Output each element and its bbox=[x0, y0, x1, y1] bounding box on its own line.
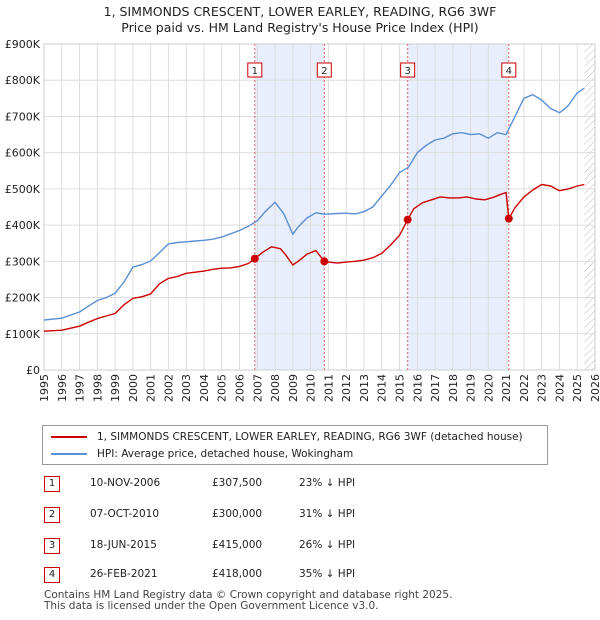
x-tick-label: 2011 bbox=[322, 374, 335, 402]
x-tick-label: 2018 bbox=[447, 374, 460, 402]
sale-point bbox=[504, 214, 513, 223]
x-tick-label: 2012 bbox=[340, 374, 353, 402]
x-tick-label: 1996 bbox=[56, 374, 69, 402]
x-tick-label: 1998 bbox=[91, 374, 104, 402]
x-tick-label: 2006 bbox=[234, 374, 247, 402]
transaction-number: 3 bbox=[44, 538, 60, 554]
footer: Contains HM Land Registry data © Crown c… bbox=[44, 590, 452, 612]
price-chart: 1 2 3 4 £0 £100K £200K £300K £400K £500K £600K £700… bbox=[5, 38, 600, 402]
x-tick-label: 2016 bbox=[411, 374, 424, 402]
transaction-date: 26-FEB-2021 bbox=[90, 568, 158, 580]
projection-hatch bbox=[584, 44, 595, 370]
y-tick-label: £100K bbox=[5, 328, 41, 341]
y-tick-label: £900K bbox=[5, 38, 41, 51]
x-tick-label: 2007 bbox=[251, 374, 264, 402]
x-tick-label: 2010 bbox=[305, 374, 318, 402]
sale-label-number: 2 bbox=[321, 66, 327, 77]
sale-label-number: 1 bbox=[252, 66, 258, 77]
transaction-hpi-diff: 23% ↓ HPI bbox=[299, 477, 356, 489]
legend-swatch-hpi bbox=[51, 453, 87, 455]
transaction-hpi-diff: 35% ↓ HPI bbox=[299, 568, 356, 580]
sale-label-number: 4 bbox=[506, 66, 512, 77]
sale-label-box bbox=[400, 62, 416, 78]
y-tick-label: £600K bbox=[5, 147, 41, 160]
chart-subtitle: Price paid vs. HM Land Registry's House … bbox=[121, 20, 479, 35]
transaction-price: £307,500 bbox=[212, 477, 263, 489]
transaction-hpi-diff: 26% ↓ HPI bbox=[299, 539, 356, 551]
x-tick-label: 2009 bbox=[287, 374, 300, 402]
transaction-date: 18-JUN-2015 bbox=[90, 539, 157, 551]
series-line-hpi bbox=[43, 87, 585, 321]
y-tick-label: £400K bbox=[5, 219, 41, 232]
x-tick-label: 2001 bbox=[145, 374, 158, 402]
x-tick-label: 1995 bbox=[38, 374, 51, 402]
legend-swatch-property bbox=[51, 436, 87, 438]
x-tick-label: 2017 bbox=[429, 374, 442, 402]
x-tick-label: 2020 bbox=[482, 374, 495, 402]
chart-legend: 1, SIMMONDS CRESCENT, LOWER EARLEY, READ… bbox=[42, 425, 548, 465]
transaction-number: 1 bbox=[44, 476, 60, 492]
x-tick-label: 2014 bbox=[376, 374, 389, 402]
shaded-period bbox=[254, 44, 325, 370]
x-tick-label: 2021 bbox=[500, 374, 513, 402]
transaction-price: £415,000 bbox=[212, 539, 263, 551]
y-tick-label: £300K bbox=[5, 255, 41, 268]
x-tick-label: 2008 bbox=[269, 374, 282, 402]
sale-point bbox=[250, 254, 259, 263]
transaction-price: £418,000 bbox=[212, 568, 263, 580]
x-tick-label: 1997 bbox=[74, 374, 87, 402]
x-tick-label: 2026 bbox=[589, 374, 600, 402]
sale-point bbox=[403, 215, 412, 224]
x-tick-label: 2025 bbox=[571, 374, 584, 402]
transaction-hpi-diff: 31% ↓ HPI bbox=[299, 508, 356, 520]
y-tick-label: £800K bbox=[5, 74, 41, 87]
x-tick-label: 2005 bbox=[216, 374, 229, 402]
x-tick-label: 2000 bbox=[127, 374, 140, 402]
sale-label-box bbox=[247, 62, 263, 78]
y-tick-label: £200K bbox=[5, 292, 41, 305]
x-tick-label: 1999 bbox=[109, 374, 122, 402]
y-tick-label: £0 bbox=[26, 364, 40, 377]
x-tick-label: 2023 bbox=[536, 374, 549, 402]
sale-label-number: 3 bbox=[404, 66, 410, 77]
transaction-date: 10-NOV-2006 bbox=[90, 477, 161, 489]
legend-item-property: 1, SIMMONDS CRESCENT, LOWER EARLEY, READ… bbox=[51, 430, 523, 444]
transaction-number: 4 bbox=[44, 567, 60, 583]
sale-label-box bbox=[316, 62, 332, 78]
transaction-date: 07-OCT-2010 bbox=[90, 508, 159, 520]
legend-item-hpi: HPI: Average price, detached house, Woki… bbox=[51, 447, 353, 461]
sale-label-box bbox=[501, 62, 517, 78]
y-tick-label: £500K bbox=[5, 183, 41, 196]
transaction-price: £300,000 bbox=[212, 508, 263, 520]
footer-licence: This data is licensed under the Open Gov… bbox=[44, 600, 379, 612]
sale-point bbox=[320, 257, 329, 266]
x-tick-label: 2024 bbox=[553, 374, 566, 402]
legend-label-hpi: HPI: Average price, detached house, Woki… bbox=[97, 448, 354, 460]
y-tick-label: £700K bbox=[5, 110, 41, 123]
transaction-number: 2 bbox=[44, 507, 60, 523]
x-tick-label: 2004 bbox=[198, 374, 211, 402]
x-tick-label: 2013 bbox=[358, 374, 371, 402]
plot-frame bbox=[43, 43, 596, 371]
footer-copyright: Contains HM Land Registry data © Crown c… bbox=[44, 589, 453, 601]
x-tick-label: 2015 bbox=[393, 374, 406, 402]
x-tick-label: 2019 bbox=[465, 374, 478, 402]
chart-title: 1, SIMMONDS CRESCENT, LOWER EARLEY, READ… bbox=[103, 4, 497, 19]
x-tick-label: 2022 bbox=[518, 374, 531, 402]
legend-label-property: 1, SIMMONDS CRESCENT, LOWER EARLEY, READ… bbox=[97, 431, 523, 443]
shaded-period bbox=[407, 44, 509, 370]
x-tick-label: 2003 bbox=[180, 374, 193, 402]
x-tick-label: 2002 bbox=[162, 374, 175, 402]
